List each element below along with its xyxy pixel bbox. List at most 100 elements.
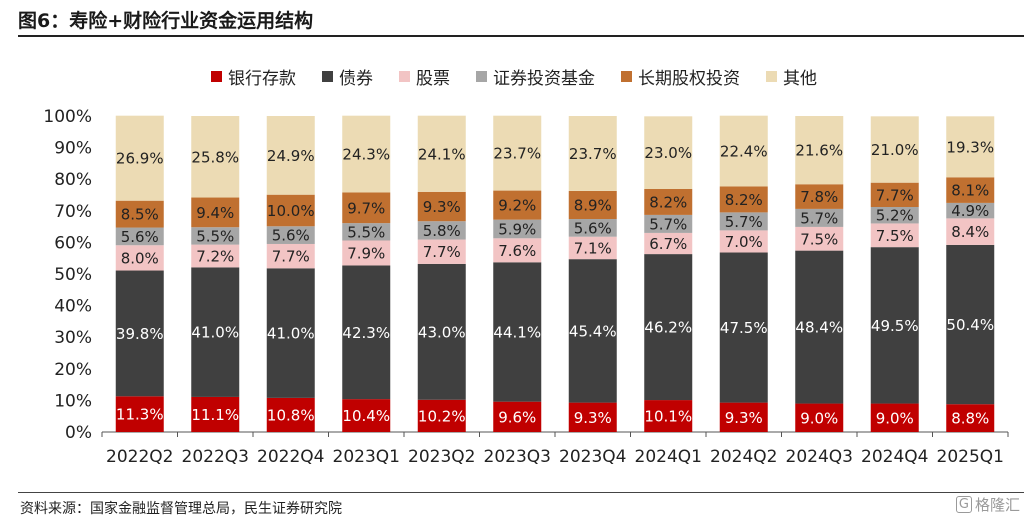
data-label: 49.5% xyxy=(871,317,919,335)
data-label: 7.5% xyxy=(876,227,914,245)
data-label: 7.0% xyxy=(725,233,763,251)
bar-segment xyxy=(342,399,391,432)
bar-segment xyxy=(644,254,693,401)
bar-segment xyxy=(946,244,995,405)
bar-segment xyxy=(870,247,919,404)
y-tick-label: 50% xyxy=(54,265,92,285)
bar-segment xyxy=(719,230,768,253)
data-label: 19.3% xyxy=(946,138,994,156)
bar-segment xyxy=(946,116,995,178)
data-label: 11.1% xyxy=(191,406,239,424)
bar-segment xyxy=(266,116,315,195)
watermark-logo-icon: G xyxy=(955,496,972,513)
data-label: 4.9% xyxy=(951,202,989,220)
data-label: 7.6% xyxy=(498,242,536,260)
data-label: 9.0% xyxy=(800,409,838,427)
data-label: 8.2% xyxy=(649,193,687,211)
bar-segment xyxy=(191,244,240,268)
data-label: 7.9% xyxy=(347,244,385,262)
bar-segment xyxy=(266,397,315,432)
legend-item: 其他 xyxy=(766,64,817,89)
data-label: 5.7% xyxy=(800,209,838,227)
bar-segment xyxy=(719,115,768,187)
data-label: 23.7% xyxy=(569,145,617,163)
bar-segment xyxy=(870,403,919,432)
bar-segment xyxy=(870,223,919,248)
data-label: 21.6% xyxy=(795,142,843,160)
bar-segment xyxy=(795,250,844,404)
legend-label: 长期股权投资 xyxy=(638,69,740,89)
legend-label: 其他 xyxy=(783,69,817,89)
title-divider xyxy=(18,35,1024,37)
bar-segment xyxy=(342,265,391,400)
bar-segment xyxy=(795,403,844,432)
x-tick-label: 2024Q1 xyxy=(635,447,702,467)
data-label: 5.6% xyxy=(121,228,159,246)
x-tick-label: 2024Q4 xyxy=(861,447,928,467)
watermark: G 格隆汇 xyxy=(955,494,1020,515)
data-label: 45.4% xyxy=(569,322,617,340)
y-tick-label: 30% xyxy=(54,328,92,348)
data-label: 8.4% xyxy=(951,223,989,241)
data-label: 8.2% xyxy=(725,191,763,209)
bar-segment xyxy=(568,402,617,432)
data-label: 50.4% xyxy=(946,316,994,334)
data-label: 10.0% xyxy=(267,202,315,220)
bar-segment xyxy=(115,115,164,201)
data-label: 46.2% xyxy=(644,319,692,337)
bar-segment xyxy=(342,115,391,193)
y-tick-label: 10% xyxy=(54,391,92,411)
bar-segment xyxy=(115,227,164,246)
y-tick-label: 70% xyxy=(54,202,92,222)
legend-label: 股票 xyxy=(416,69,450,89)
bar-segment xyxy=(644,400,693,432)
bar-segment xyxy=(417,399,466,432)
bar-segment xyxy=(719,252,768,403)
data-label: 25.8% xyxy=(191,148,239,166)
x-tick-label: 2024Q2 xyxy=(710,447,777,467)
bar-segment xyxy=(946,177,995,203)
bar-segment xyxy=(493,219,542,239)
data-label: 6.7% xyxy=(649,235,687,253)
data-label: 11.3% xyxy=(116,406,164,424)
legend-swatch xyxy=(399,71,410,82)
data-label: 24.1% xyxy=(418,145,466,163)
bar-segment xyxy=(870,182,919,208)
bar-segment xyxy=(266,243,315,269)
data-label: 47.5% xyxy=(720,319,768,337)
data-label: 41.0% xyxy=(191,324,239,342)
bar-segment xyxy=(568,190,617,220)
bar-segment xyxy=(719,186,768,213)
data-label: 8.8% xyxy=(951,410,989,428)
y-tick-label: 80% xyxy=(54,170,92,190)
y-tick-label: 100% xyxy=(43,107,92,127)
data-label: 41.0% xyxy=(267,325,315,343)
legend: 银行存款 债券 股票 证券投资基金 长期股权投资 其他 xyxy=(0,64,1028,89)
legend-item: 债券 xyxy=(322,64,373,89)
y-tick-label: 90% xyxy=(54,139,92,159)
bar-segment xyxy=(417,221,466,240)
data-label: 10.8% xyxy=(267,406,315,424)
bar-segment xyxy=(644,232,693,255)
data-label: 39.8% xyxy=(116,325,164,343)
y-tick-label: 60% xyxy=(54,233,92,253)
bar-segment xyxy=(115,396,164,432)
y-tick-label: 40% xyxy=(54,297,92,317)
bar-segment xyxy=(493,401,542,432)
data-label: 8.1% xyxy=(951,182,989,200)
bar-segment xyxy=(644,214,693,233)
bar-segment xyxy=(417,263,466,400)
x-tick-label: 2023Q2 xyxy=(408,447,475,467)
bar-segment xyxy=(644,116,693,189)
legend-item: 长期股权投资 xyxy=(621,64,740,89)
data-label: 5.2% xyxy=(876,207,914,225)
bar-segment xyxy=(795,208,844,227)
x-tick-label: 2023Q3 xyxy=(484,447,551,467)
bar-segment xyxy=(417,115,466,192)
bar-segment xyxy=(342,240,391,266)
y-tick-label: 0% xyxy=(65,423,92,443)
x-tick-label: 2024Q3 xyxy=(786,447,853,467)
bar-segment xyxy=(870,116,919,183)
bar-segment xyxy=(191,116,240,198)
legend-item: 银行存款 xyxy=(211,64,296,89)
